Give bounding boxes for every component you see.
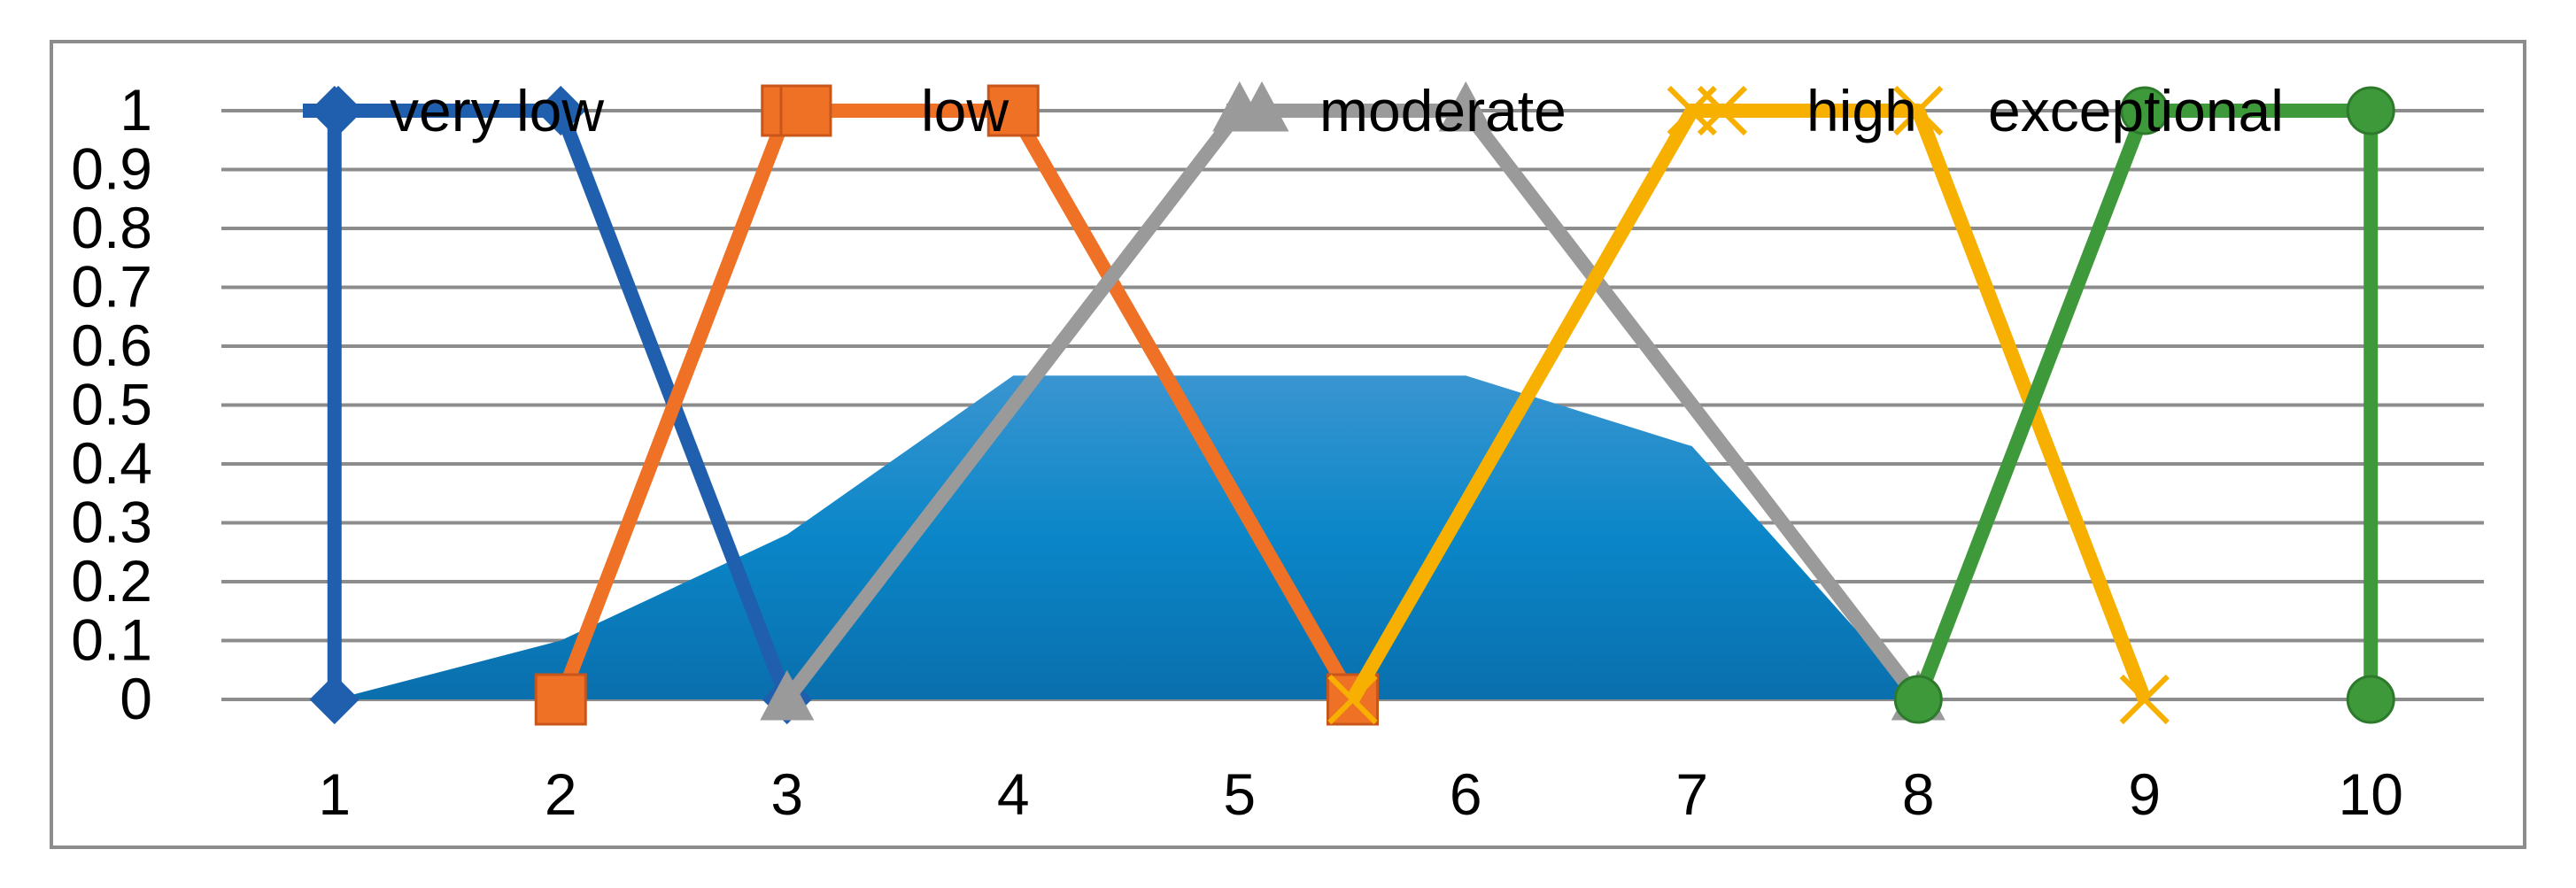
y-axis-tick-labels: 00.10.20.30.40.50.60.70.80.91 — [71, 77, 152, 731]
legend-marker-low — [779, 84, 832, 137]
y-tick-label: 0.8 — [71, 195, 152, 260]
series-line-moderate — [781, 104, 1924, 704]
series-layer — [309, 81, 2395, 726]
x-tick-label: 6 — [1450, 761, 1482, 827]
legend-label-very-low: very low — [390, 78, 604, 143]
x-tick-label: 4 — [997, 761, 1030, 827]
x-tick-label: 9 — [2128, 761, 2161, 827]
legend-item-low: low — [770, 78, 1009, 143]
legend-marker-moderate — [1234, 81, 1289, 132]
y-tick-label: 0.5 — [71, 372, 152, 437]
x-tick-label: 7 — [1675, 761, 1708, 827]
data-point-high-3 — [2119, 674, 2170, 725]
y-tick-label: 0.1 — [71, 607, 152, 673]
data-point-very-low-0 — [309, 674, 360, 725]
series-line-low — [553, 104, 1359, 703]
data-point-very-low-2 — [536, 85, 586, 136]
y-tick-label: 0.9 — [71, 136, 152, 202]
data-point-exceptional-0 — [1893, 675, 1943, 724]
x-tick-label: 3 — [770, 761, 803, 827]
y-tick-label: 0 — [120, 666, 152, 731]
y-tick-label: 0.6 — [71, 313, 152, 378]
x-tick-label: 8 — [1902, 761, 1935, 827]
area-layer — [334, 375, 1919, 699]
data-point-exceptional-1 — [2120, 86, 2170, 135]
data-point-moderate-0 — [760, 669, 815, 721]
legend-marker-very-low — [313, 85, 364, 136]
legend-item-moderate: moderate — [1226, 78, 1566, 143]
data-point-low-2 — [986, 84, 1040, 137]
legend-item-high: high — [1687, 78, 1917, 143]
y-tick-label: 1 — [120, 77, 152, 143]
legend-marker-high-stroke-b — [1697, 85, 1748, 136]
legend: very low low moderate high exceptional — [303, 78, 2284, 143]
x-tick-label: 10 — [2339, 761, 2403, 827]
series-line-exceptional — [1911, 104, 2379, 702]
series-exceptional — [1893, 86, 2395, 724]
y-tick-label: 0.7 — [71, 254, 152, 320]
legend-label-exceptional: exceptional — [1988, 78, 2284, 143]
data-point-high-0-stroke-b — [1327, 674, 1378, 725]
data-point-low-0 — [534, 673, 587, 726]
data-point-moderate-2 — [1438, 81, 1493, 132]
legend-marker-high — [1697, 85, 1748, 136]
x-tick-label: 2 — [545, 761, 577, 827]
legend-item-very-low: very low — [303, 78, 604, 143]
aggregated-area — [334, 375, 1919, 699]
legend-label-high: high — [1806, 78, 1917, 143]
legend-label-low: low — [921, 78, 1009, 143]
data-point-exceptional-2 — [2346, 86, 2395, 135]
data-point-high-2-stroke-b — [1893, 85, 1944, 136]
legend-item-exceptional: exceptional — [1988, 78, 2284, 143]
data-point-exceptional-3 — [2346, 675, 2395, 724]
y-tick-label: 0.3 — [71, 490, 152, 555]
x-tick-label: 1 — [318, 761, 351, 827]
x-tick-label: 5 — [1223, 761, 1256, 827]
y-tick-label: 0.4 — [71, 430, 152, 496]
legend-label-moderate: moderate — [1319, 78, 1566, 143]
data-point-high-3-stroke-b — [2119, 674, 2170, 725]
data-point-high-0 — [1327, 674, 1378, 725]
y-tick-label: 0.2 — [71, 548, 152, 614]
x-axis-tick-labels: 1 2 3 4 5 6 7 8 9 10 — [318, 761, 2403, 827]
data-point-high-2 — [1893, 85, 1944, 136]
